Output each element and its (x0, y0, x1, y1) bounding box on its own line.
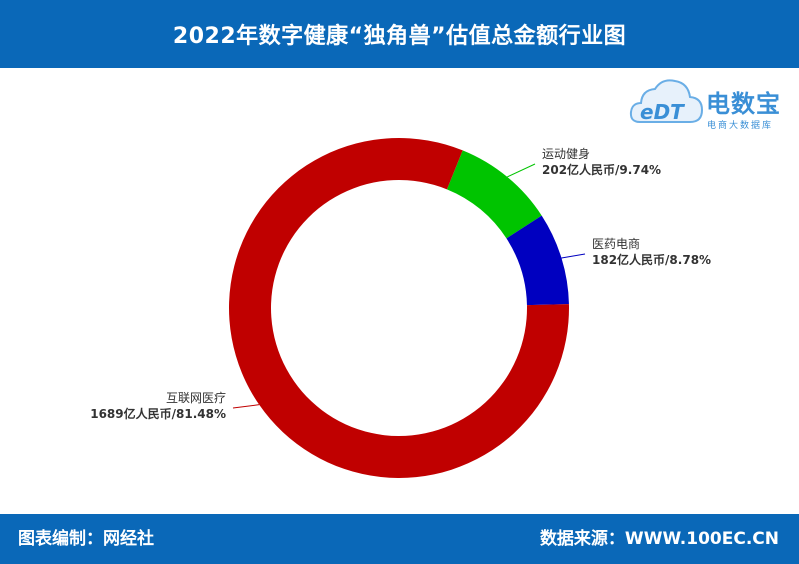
logo-mark: eDT (640, 100, 685, 124)
slice-value-label-2: 182亿人民币/8.78% (592, 252, 711, 267)
slice-name-label-2: 医药电商 (592, 236, 640, 251)
footer-bar: 图表编制：网经社 数据来源：WWW.100EC.CN (0, 514, 799, 564)
leader-line-3 (232, 404, 260, 409)
slice-value-label-3: 1689亿人民币/81.48% (90, 406, 226, 421)
title-bar: 2022年数字健康“独角兽”估值总金额行业图 (0, 0, 799, 68)
logo-tagline: 电商大数据库 (707, 121, 774, 131)
logo: eDT 电数宝 电商大数据库 (628, 72, 793, 136)
logo-brand: 电数宝 (706, 90, 781, 118)
slice-name-label-1: 运动健身 (542, 146, 590, 161)
cloud-logo-icon: eDT (629, 79, 704, 124)
chart-title: 2022年数字健康“独角兽”估值总金额行业图 (172, 24, 627, 49)
footer-source: 数据来源：WWW.100EC.CN (539, 529, 779, 549)
leader-line-1 (507, 163, 536, 178)
slice-2 (506, 215, 569, 306)
slice-1 (446, 150, 542, 239)
slice-value-label-1: 202亿人民币/9.74% (542, 162, 661, 177)
slice-name-label-3: 互联网医疗 (166, 391, 226, 405)
leader-line-2 (561, 253, 586, 259)
footer-editor: 图表编制：网经社 (18, 529, 154, 549)
